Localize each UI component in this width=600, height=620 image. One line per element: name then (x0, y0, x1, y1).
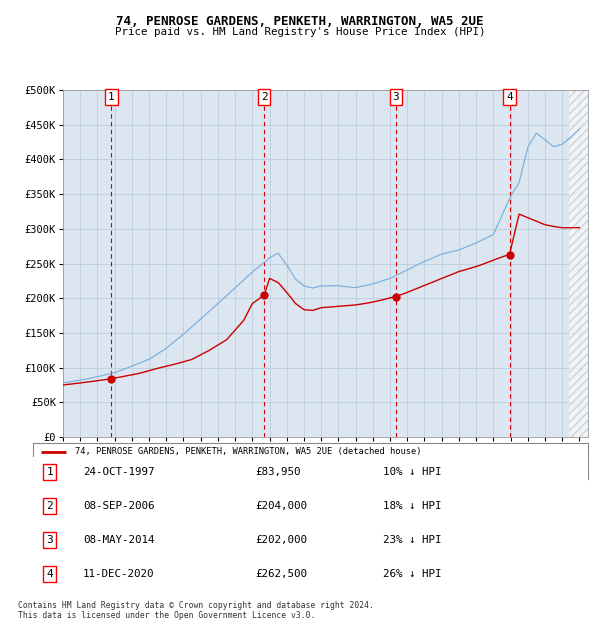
Text: 10% ↓ HPI: 10% ↓ HPI (383, 467, 441, 477)
Polygon shape (569, 90, 588, 437)
Text: 74, PENROSE GARDENS, PENKETH, WARRINGTON, WA5 2UE (detached house): 74, PENROSE GARDENS, PENKETH, WARRINGTON… (74, 447, 421, 456)
Text: 2: 2 (46, 501, 53, 511)
Text: £83,950: £83,950 (255, 467, 301, 477)
Text: 11-DEC-2020: 11-DEC-2020 (83, 569, 154, 579)
Text: 08-MAY-2014: 08-MAY-2014 (83, 535, 154, 545)
Text: Contains HM Land Registry data © Crown copyright and database right 2024.: Contains HM Land Registry data © Crown c… (18, 601, 374, 611)
Text: HPI: Average price, detached house, Warrington: HPI: Average price, detached house, Warr… (74, 465, 316, 474)
Text: 18% ↓ HPI: 18% ↓ HPI (383, 501, 441, 511)
Text: 3: 3 (392, 92, 400, 102)
Text: 3: 3 (46, 535, 53, 545)
Text: 08-SEP-2006: 08-SEP-2006 (83, 501, 154, 511)
Text: 26% ↓ HPI: 26% ↓ HPI (383, 569, 441, 579)
Text: £202,000: £202,000 (255, 535, 307, 545)
Text: 24-OCT-1997: 24-OCT-1997 (83, 467, 154, 477)
Text: 23% ↓ HPI: 23% ↓ HPI (383, 535, 441, 545)
Text: 4: 4 (506, 92, 513, 102)
Text: 1: 1 (108, 92, 115, 102)
Text: This data is licensed under the Open Government Licence v3.0.: This data is licensed under the Open Gov… (18, 611, 316, 620)
Text: £204,000: £204,000 (255, 501, 307, 511)
Text: 74, PENROSE GARDENS, PENKETH, WARRINGTON, WA5 2UE: 74, PENROSE GARDENS, PENKETH, WARRINGTON… (116, 15, 484, 28)
Text: Price paid vs. HM Land Registry's House Price Index (HPI): Price paid vs. HM Land Registry's House … (115, 27, 485, 37)
Text: £262,500: £262,500 (255, 569, 307, 579)
Text: 4: 4 (46, 569, 53, 579)
Text: 2: 2 (261, 92, 268, 102)
Text: 1: 1 (46, 467, 53, 477)
